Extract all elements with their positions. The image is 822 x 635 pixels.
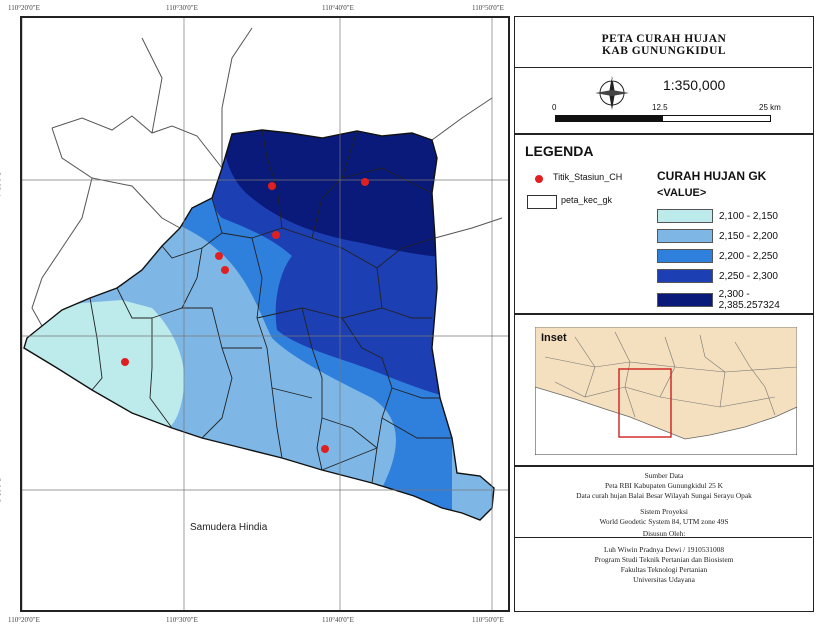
inset-label: Inset — [541, 332, 567, 344]
source-heading: Sumber Data — [644, 471, 684, 480]
top-tick-1: 110°20'0"E — [8, 4, 40, 12]
class-5-swatch — [657, 293, 713, 307]
bottom-tick-2: 110°30'0"E — [166, 616, 198, 624]
legend-class-3: 2,200 - 2,250 — [657, 249, 778, 263]
station-symbol — [535, 175, 543, 183]
left-tick-3: 8°10'0"S — [0, 477, 3, 503]
bottom-tick-4: 110°50'0"E — [472, 616, 504, 624]
left-tick-1: 7°50'0"S — [0, 171, 3, 197]
map-frame — [20, 16, 510, 612]
kecamatan-boundaries — [89, 129, 452, 484]
class-1-swatch — [657, 209, 713, 223]
projection-heading: Sistem Proyeksi — [640, 507, 688, 516]
raster-title: CURAH HUJAN GK — [657, 169, 767, 183]
projection-line: World Geodetic System 84, UTM zone 49S — [599, 517, 729, 526]
neighbor-boundaries — [31, 27, 503, 327]
district-symbol — [527, 195, 557, 209]
top-tick-3: 110°40'0"E — [322, 4, 354, 12]
left-tick-2: 8°0'0"S — [0, 329, 1, 350]
station-point — [272, 231, 280, 239]
district-legend-label: peta_kec_gk — [561, 195, 613, 205]
top-tick-4: 110°50'0"E — [472, 4, 504, 12]
legend-heading: LEGENDA — [525, 143, 594, 159]
scale-label-mid: 12.5 — [652, 103, 668, 112]
class-3-swatch — [657, 249, 713, 263]
rain-stations — [121, 178, 369, 453]
graticule — [22, 18, 508, 610]
sea-label: Samudera Hindia — [190, 522, 268, 533]
map-title-line1: PETA CURAH HUJAN — [601, 33, 727, 45]
title-panel: PETA CURAH HUJAN KAB GUNUNGKIDUL N 1:350… — [514, 16, 814, 134]
north-arrow-icon: N — [595, 76, 629, 110]
station-point — [121, 358, 129, 366]
inset-map: Inset — [535, 327, 797, 455]
station-point — [215, 252, 223, 260]
top-tick-2: 110°30'0"E — [166, 4, 198, 12]
station-point — [361, 178, 369, 186]
inset-land — [535, 327, 797, 440]
station-point — [221, 266, 229, 274]
inset-panel: Inset — [514, 314, 814, 466]
scale-ratio: 1:350,000 — [663, 77, 726, 93]
svg-text:N: N — [610, 77, 614, 83]
legend-class-5: 2,300 - 2,385.257324 — [657, 289, 813, 311]
bottom-tick-1: 110°20'0"E — [8, 616, 40, 624]
scale-label-0: 0 — [552, 103, 557, 112]
class-2-swatch — [657, 229, 713, 243]
class-1-area — [24, 300, 185, 434]
author-heading: Disusun Oleh: — [642, 529, 686, 538]
legend-class-4: 2,250 - 2,300 — [657, 269, 778, 283]
program-name: Program Studi Teknik Pertanian dan Biosi… — [594, 555, 734, 564]
credits-panel: Sumber Data Peta RBI Kabupaten Gunungkid… — [514, 466, 814, 612]
bottom-tick-3: 110°40'0"E — [322, 616, 354, 624]
source-line-1: Peta RBI Kabupaten Gunungkidul 25 K — [604, 481, 724, 490]
scale-bar — [555, 115, 771, 122]
station-point — [268, 182, 276, 190]
source-line-2: Data curah hujan Balai Besar Wilayah Sun… — [576, 491, 752, 500]
class-4-swatch — [657, 269, 713, 283]
raster-subtitle: <VALUE> — [657, 187, 707, 199]
university-name: Universitas Udayana — [633, 575, 695, 584]
map-title-line2: KAB GUNUNGKIDUL — [601, 45, 727, 57]
station-legend-label: Titik_Stasiun_CH — [553, 172, 623, 182]
faculty-name: Fakultas Teknologi Pertanian — [620, 565, 708, 574]
station-point — [321, 445, 329, 453]
author-name: Luh Wiwin Pradnya Dewi / 1910531008 — [603, 545, 725, 554]
class-5-area — [222, 130, 452, 258]
inset-extent-box — [618, 368, 672, 438]
district-outline — [23, 129, 495, 521]
scale-label-end: 25 km — [759, 103, 781, 112]
legend-class-1: 2,100 - 2,150 — [657, 209, 778, 223]
rainfall-map — [22, 18, 508, 610]
legend-panel: LEGENDA Titik_Stasiun_CH peta_kec_gk CUR… — [514, 134, 814, 314]
legend-class-2: 2,150 - 2,200 — [657, 229, 778, 243]
